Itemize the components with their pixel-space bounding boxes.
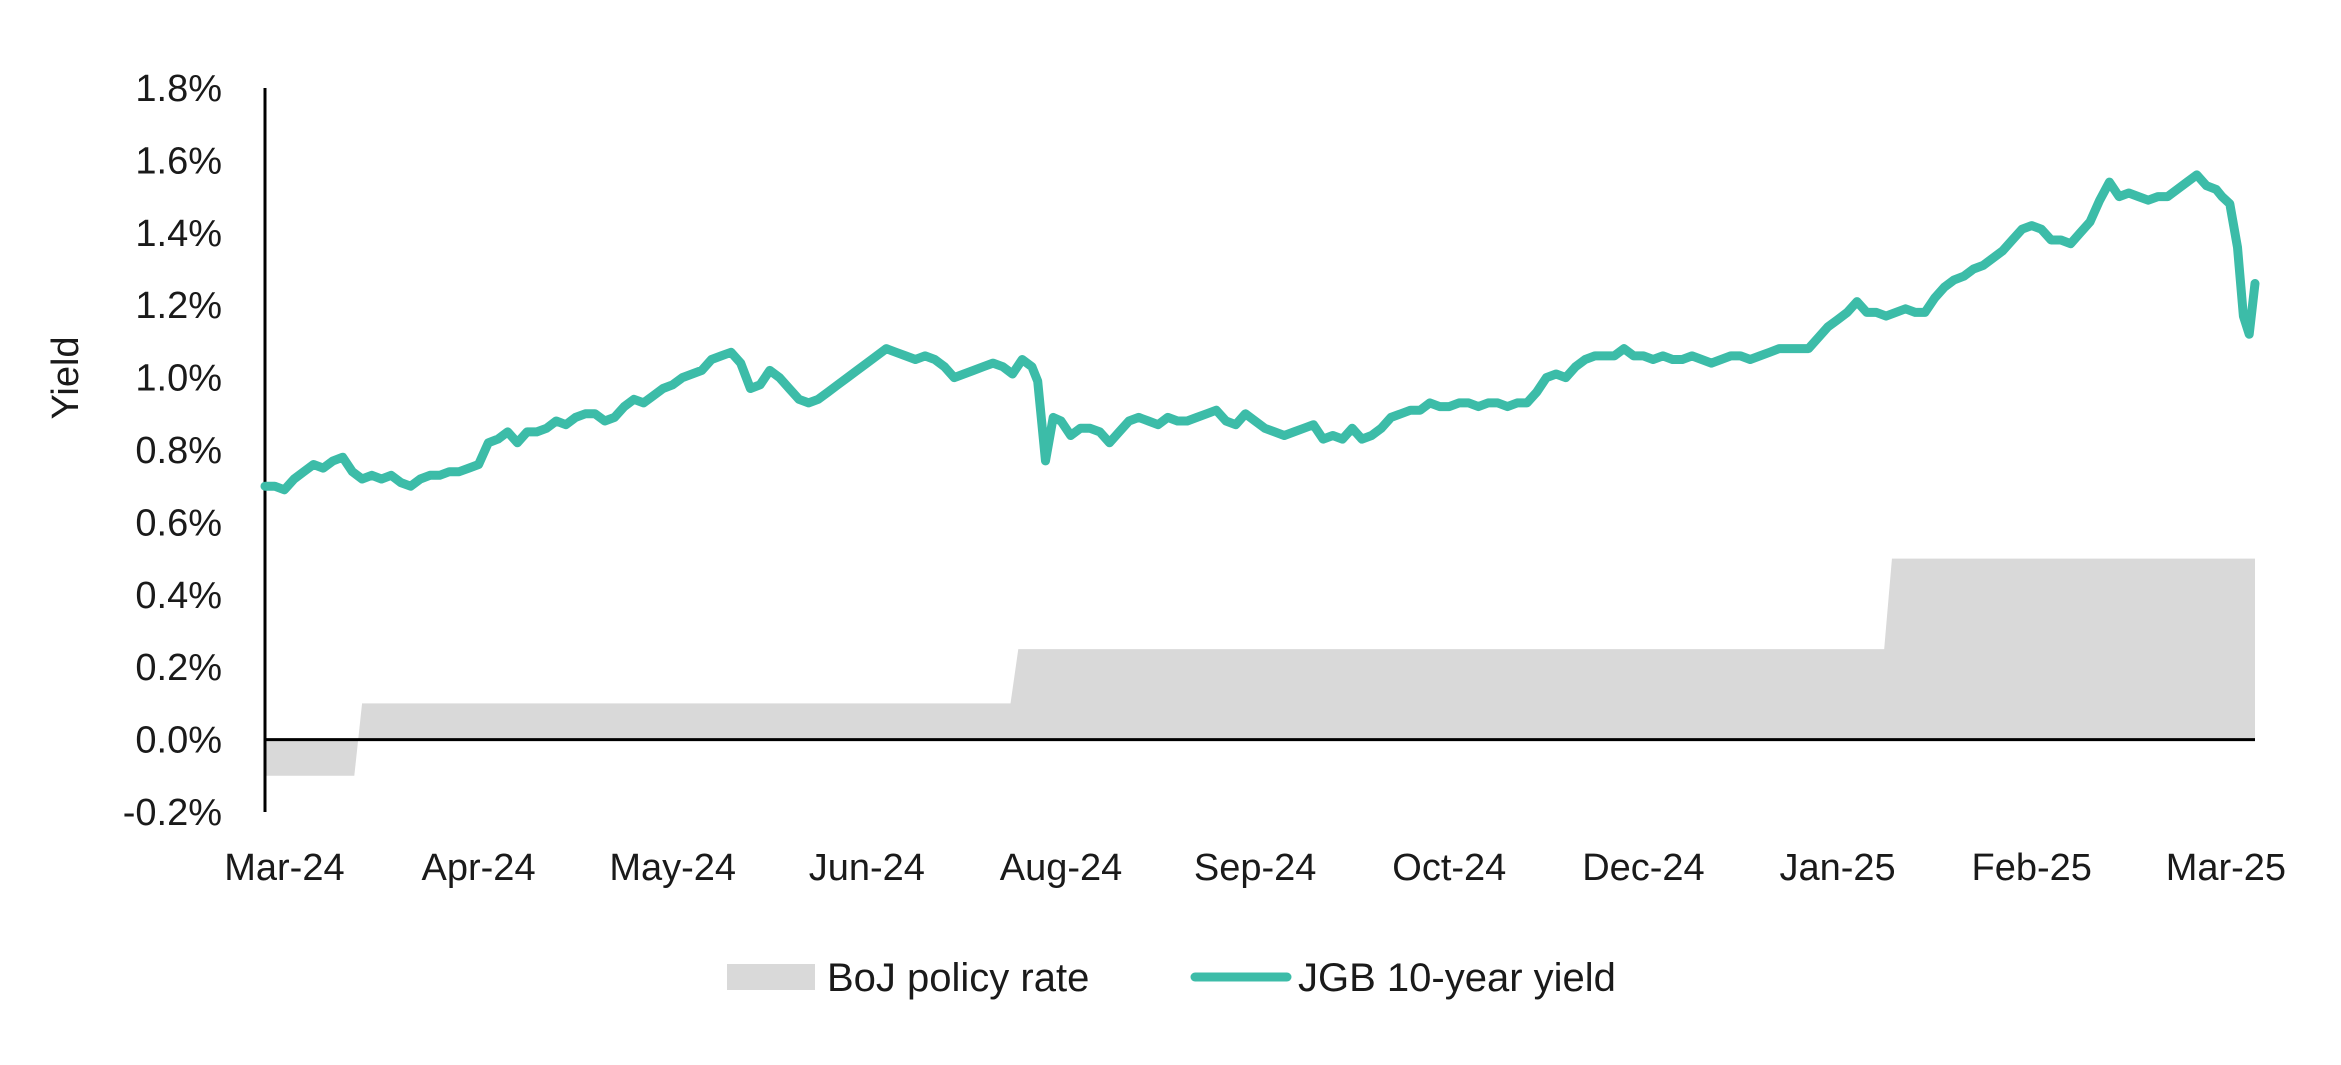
- x-tick-label: Oct-24: [1392, 847, 1506, 889]
- x-tick-label: Jun-24: [809, 847, 925, 889]
- jgb-yield-line: [260, 170, 2260, 495]
- x-tick-label: Mar-24: [224, 847, 344, 889]
- policy-rate-area-layer: [265, 558, 2255, 776]
- y-tick-label: 1.2%: [135, 285, 222, 327]
- y-tick-labels: 1.8% 1.6% 1.4% 1.2% 1.0% 0.8% 0.6% 0.4% 0.2% 0.0%…: [123, 68, 222, 834]
- y-tick-label: 1.0%: [135, 358, 222, 400]
- y-tick-label: 0.6%: [135, 502, 222, 544]
- legend-label-policy-rate: BoJ policy rate: [827, 956, 1089, 1000]
- x-tick-label: May-24: [609, 847, 736, 889]
- y-tick-label: 0.8%: [135, 430, 222, 472]
- x-tick-label: Apr-24: [422, 847, 536, 889]
- y-axis-title: Yield: [45, 336, 87, 419]
- x-tick-labels: Mar-24 Apr-24 May-24 Jun-24 Aug-24 Sep-24 Oct-…: [224, 847, 2286, 889]
- legend-swatch-policy-rate: [727, 964, 815, 990]
- y-tick-label: -0.2%: [123, 792, 222, 834]
- y-tick-label: 1.4%: [135, 213, 222, 255]
- x-tick-label: Dec-24: [1582, 847, 1705, 889]
- legend-label-jgb-yield: JGB 10-year yield: [1298, 956, 1616, 1000]
- y-tick-label: 0.4%: [135, 575, 222, 617]
- policy-rate-area: [265, 558, 2255, 776]
- jgb-yield-line-layer: [260, 170, 2260, 495]
- x-tick-label: Jan-25: [1779, 847, 1895, 889]
- x-tick-label: Sep-24: [1194, 847, 1317, 889]
- y-tick-label: 1.8%: [135, 68, 222, 110]
- y-tick-label: 1.6%: [135, 140, 222, 182]
- x-tick-label: Feb-25: [1972, 847, 2092, 889]
- y-tick-label: 0.0%: [135, 720, 222, 762]
- x-tick-label: Aug-24: [1000, 847, 1123, 889]
- x-tick-label: Mar-25: [2166, 847, 2286, 889]
- y-tick-label: 0.2%: [135, 647, 222, 689]
- legend: BoJ policy rate JGB 10-year yield: [727, 956, 1616, 1000]
